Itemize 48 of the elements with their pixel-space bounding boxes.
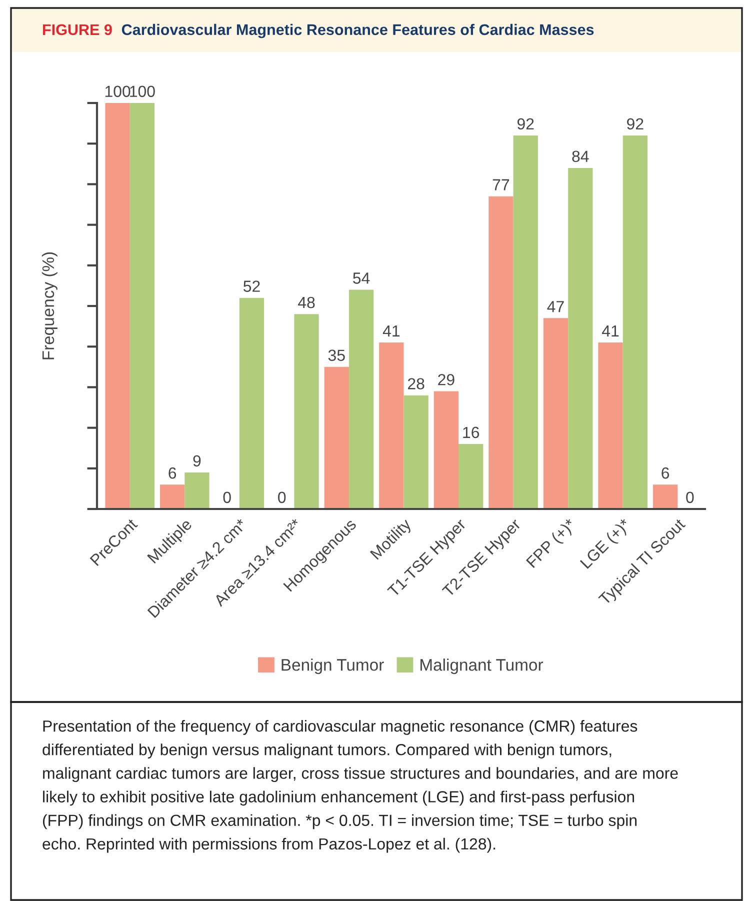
data-label: 47 — [547, 301, 564, 312]
bar — [404, 395, 428, 509]
y-axis-title: Frequency (%) — [42, 252, 58, 360]
data-label: 9 — [193, 455, 201, 467]
data-label: 48 — [298, 296, 315, 308]
data-label: 0 — [686, 492, 694, 504]
data-label: 100 — [130, 86, 155, 98]
data-label: 41 — [382, 325, 400, 336]
bar — [622, 135, 648, 509]
bar — [324, 366, 349, 509]
bar — [239, 298, 264, 509]
data-label: 28 — [408, 378, 424, 390]
bar — [458, 444, 484, 509]
data-label: 29 — [438, 374, 454, 386]
data-label: 0 — [278, 492, 286, 504]
bar — [568, 168, 593, 509]
bar — [598, 342, 623, 509]
bar — [379, 342, 404, 509]
data-label: 54 — [353, 272, 370, 284]
legend-label: Malignant Tumor — [420, 658, 544, 674]
data-label: 92 — [627, 118, 644, 130]
data-label: 6 — [168, 467, 176, 479]
bar — [294, 314, 319, 509]
data-label: 16 — [463, 426, 480, 438]
chart-title: Cardiovascular Magnetic Resonance Features of Cardiac Masses — [122, 24, 594, 38]
x-tick-label: FPP (+)* — [526, 518, 578, 570]
data-label: 41 — [602, 325, 619, 336]
bar — [652, 484, 678, 509]
data-label: 77 — [492, 179, 510, 190]
caption: FIGURE 9 — [43, 24, 112, 36]
data-label: 100 — [105, 86, 130, 98]
bar — [434, 391, 459, 509]
data-label: 84 — [572, 150, 589, 162]
data-label: 92 — [517, 118, 534, 130]
bar — [348, 290, 374, 509]
bar — [130, 103, 155, 509]
data-label: 52 — [243, 280, 260, 292]
bar — [160, 484, 185, 509]
bar — [513, 135, 538, 509]
bar — [184, 472, 210, 509]
bar — [105, 103, 130, 509]
data-label: 35 — [328, 350, 345, 361]
bar — [488, 196, 514, 509]
text: Presentation of the frequency of cardiovascular magnetic resonance (CMR) features differentiated by benign versus malignant tumors. Compared with benign tumors, malignant cardiac tumors are larger, cross tissue structures and boundaries, and are more likely to exhibit positive late gadolinium enhancement (LGE) and first-pass perfusion (FPP) findings on CMR examination. *p < 0.05. TI = inversion time; TSE = turbo spin echo. Reprinted with permissions from Pazos-Lopez et al. (128). — [42, 720, 678, 853]
data-label: 6 — [662, 467, 670, 479]
legend-label: Benign Tumor — [282, 658, 384, 674]
data-label: 0 — [223, 492, 231, 504]
bar — [543, 318, 568, 509]
